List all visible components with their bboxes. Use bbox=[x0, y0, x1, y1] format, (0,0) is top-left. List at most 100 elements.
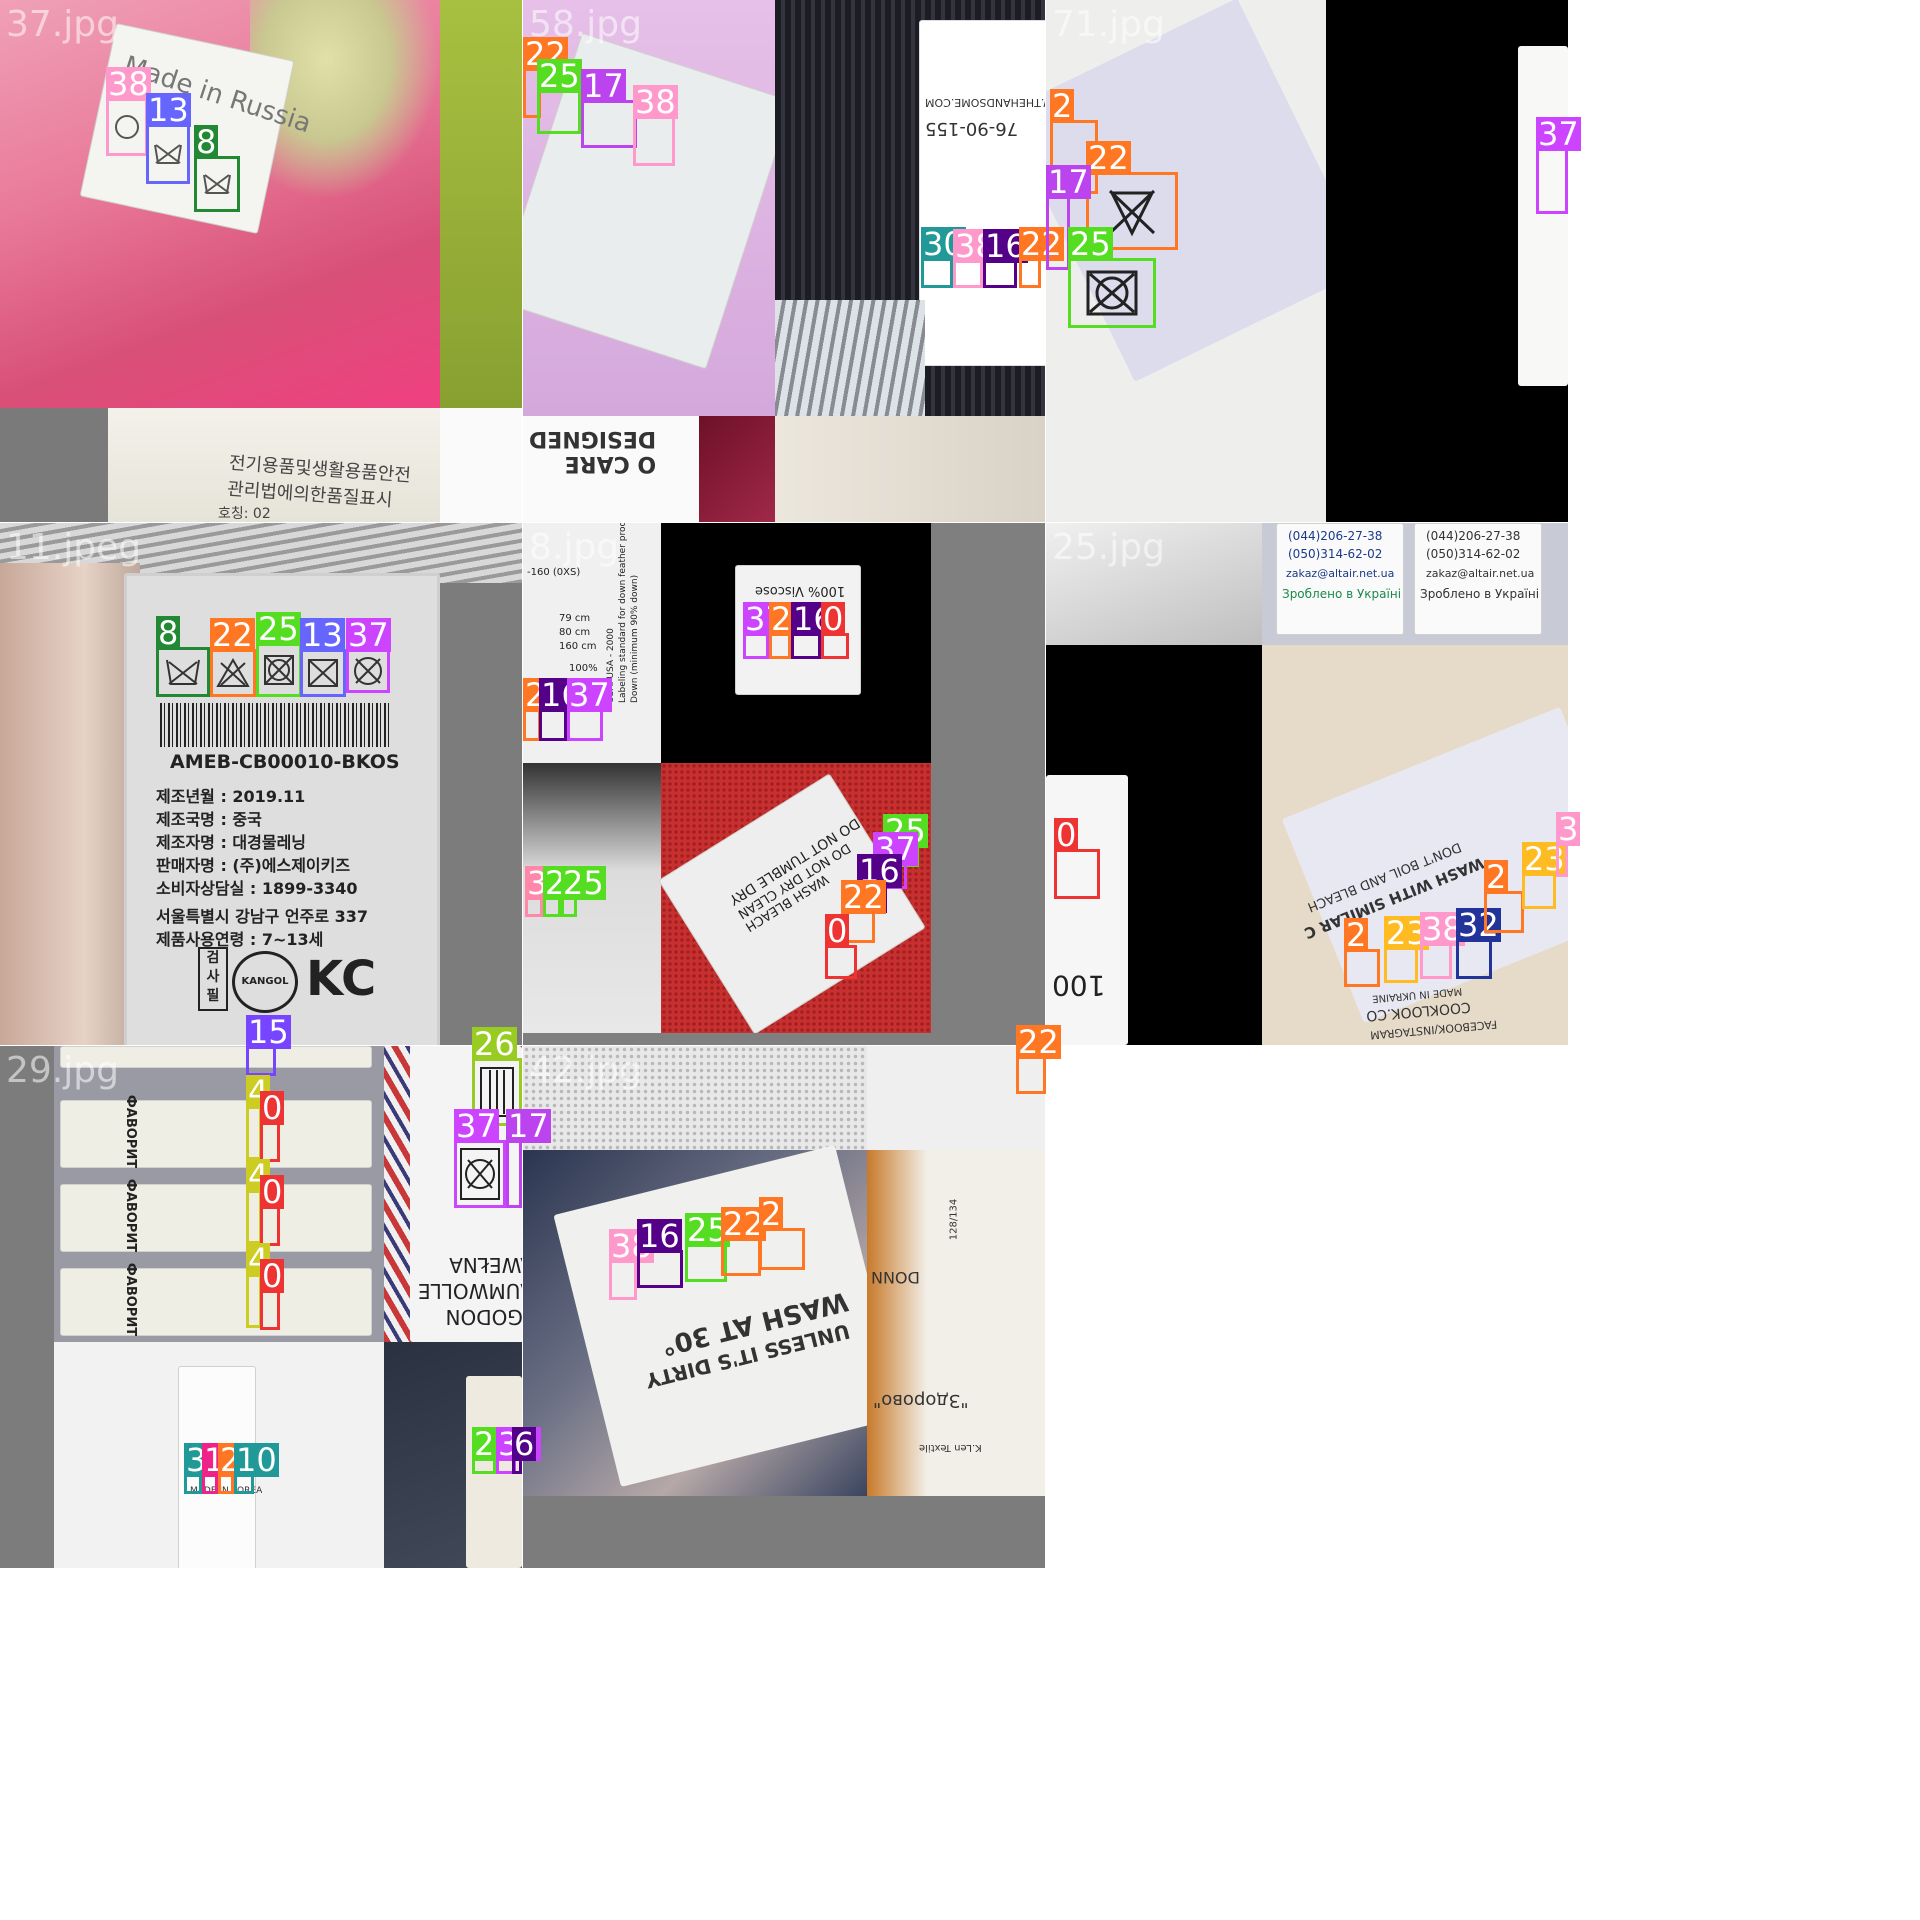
class-tag: 22 bbox=[1086, 139, 1131, 177]
class-tag: 37 bbox=[454, 1107, 499, 1145]
photo-background: WWW.THEHANDSOME.COM 76-90-155 O CARE DES… bbox=[523, 0, 1045, 522]
circle-care-icon bbox=[109, 101, 145, 153]
detection-box: 17 bbox=[506, 1109, 551, 1208]
detection-box: 0 bbox=[821, 602, 849, 659]
white-label bbox=[1518, 46, 1568, 386]
detection-box: 16 bbox=[637, 1219, 683, 1288]
detection-box: 15 bbox=[246, 1015, 291, 1076]
favorit-label bbox=[60, 1100, 372, 1168]
class-tag: 17 bbox=[506, 1107, 551, 1145]
photo-background: WASH AT 30° UNLESS IT'S DIRTY DONN 128/1… bbox=[523, 1046, 1045, 1568]
class-tag: 25 bbox=[1068, 225, 1113, 263]
korean-info-label bbox=[919, 20, 1045, 366]
don-text: DONN bbox=[871, 1268, 920, 1287]
class-tag: 22 bbox=[721, 1205, 766, 1243]
image-cell-25: (044)206-27-38 (050)314-62-02 zakaz@alta… bbox=[1016, 523, 1581, 1094]
brand-ru-text: "Здорово" bbox=[873, 1390, 969, 1411]
detection-box: 25 bbox=[256, 612, 302, 697]
detection-box: 22 bbox=[210, 618, 256, 697]
brand-text: ФАВОРИТ bbox=[123, 1262, 139, 1337]
detection-box: 22 bbox=[1019, 227, 1064, 288]
bottom-gray-strip bbox=[523, 1496, 1045, 1568]
temp-text: 100 bbox=[1052, 969, 1106, 1002]
made-ua-text: Зроблено в Україні bbox=[1420, 587, 1540, 601]
image-cell-42: WASH AT 30° UNLESS IT'S DIRTY DONN 128/1… bbox=[523, 1046, 1045, 1568]
detection-box: 23 bbox=[1384, 916, 1429, 983]
detection-box: 2 bbox=[1344, 918, 1380, 987]
image-filename: 11.jpeg bbox=[6, 527, 142, 568]
info-line: 제조년월 : 2019.11 bbox=[156, 787, 306, 806]
photo-background: AMEB-CB00010-BKOS 제조년월 : 2019.11 제조국명 : … bbox=[0, 523, 522, 1045]
class-tag: 2 bbox=[1050, 87, 1075, 125]
detection-box: 30 bbox=[921, 227, 966, 288]
info-line: 소비자상담실 : 1899-3340 bbox=[156, 879, 358, 898]
detection-box: 17 bbox=[581, 69, 637, 148]
detection-box: 22 bbox=[1086, 141, 1178, 250]
detection-box: 38 bbox=[953, 229, 998, 288]
detection-box: 3 bbox=[1556, 812, 1581, 877]
size-line: 100% bbox=[569, 663, 598, 674]
class-tag: 22 bbox=[841, 878, 886, 916]
class-tag: 0 bbox=[1054, 816, 1079, 854]
detection-box: 25 bbox=[1068, 227, 1156, 328]
info-line: 제조국명 : 중국 bbox=[156, 810, 262, 829]
image-filename: 42.jpg bbox=[529, 1050, 642, 1091]
image-cell-58: WWW.THEHANDSOME.COM 76-90-155 O CARE DES… bbox=[523, 0, 1064, 522]
code-text: 76-90-155 bbox=[925, 118, 1019, 139]
class-tag: 8 bbox=[194, 123, 219, 161]
class-tag: 10 bbox=[234, 1441, 279, 1479]
class-tag: 0 bbox=[260, 1173, 285, 1211]
gray-background bbox=[0, 1046, 54, 1568]
image-filename: 71.jpg bbox=[1052, 4, 1165, 45]
gray-background bbox=[430, 583, 522, 1045]
detection-box: 25 bbox=[537, 59, 582, 134]
contact-label bbox=[1276, 523, 1404, 635]
detection-box: 37 bbox=[1536, 117, 1581, 214]
image-cell-8: -160 (0XS) 79 cm 80 cm 160 cm 100% USA: … bbox=[523, 523, 1045, 1045]
detection-box: 25 bbox=[472, 1427, 517, 1474]
detection-box: 0 bbox=[260, 1091, 285, 1162]
class-tag: 3 bbox=[1556, 810, 1581, 848]
class-tag: 25 bbox=[256, 610, 301, 648]
detection-box: 16 bbox=[791, 602, 836, 659]
phone-text: (050)314-62-02 bbox=[1426, 547, 1521, 561]
white-tile bbox=[867, 1046, 1045, 1150]
detection-box: 37 bbox=[346, 618, 391, 693]
image-filename: 29.jpg bbox=[6, 1050, 119, 1091]
class-tag: 25 bbox=[561, 864, 606, 902]
detection-box: 37 bbox=[567, 678, 612, 741]
detection-box: 38 bbox=[106, 67, 151, 156]
detection-box: 0 bbox=[825, 914, 857, 979]
class-tag: 13 bbox=[300, 616, 345, 654]
class-tag: 37 bbox=[1536, 115, 1581, 153]
detection-box: 3 bbox=[525, 866, 550, 917]
class-tag: 16 bbox=[637, 1217, 682, 1255]
size-label-photo bbox=[523, 523, 661, 763]
kc-mark-icon: KC bbox=[306, 951, 377, 1007]
no-bleach-icon bbox=[213, 652, 253, 694]
detection-box: 2 bbox=[769, 602, 794, 659]
no-dry-clean-icon bbox=[349, 652, 387, 690]
detection-box: 16 bbox=[983, 229, 1028, 288]
brand-seal: KANGOL bbox=[232, 951, 298, 1013]
image-filename: 8.jpg bbox=[529, 527, 620, 568]
detection-box: 2 bbox=[543, 866, 568, 917]
care-brand-text: O CARE DESIGNED bbox=[529, 426, 657, 476]
info-line: 제조자명 : 대경물레닝 bbox=[156, 833, 307, 852]
class-tag: 2 bbox=[1484, 858, 1509, 896]
class-tag: 38 bbox=[633, 83, 678, 121]
class-tag: 0 bbox=[825, 912, 850, 950]
email-text: zakaz@altair.net.ua bbox=[1286, 567, 1395, 580]
brand-text: ФАВОРИТ bbox=[123, 1094, 139, 1169]
knit-text: ALGODON BAUMWOLLE BAWEŁNA bbox=[418, 1253, 522, 1329]
class-tag: 25 bbox=[537, 57, 582, 95]
green-side-photo bbox=[440, 0, 522, 408]
size-line: 160 cm bbox=[559, 641, 597, 652]
size-text: 호칭: 02 bbox=[218, 506, 271, 522]
class-tag: 0 bbox=[260, 1089, 285, 1127]
detection-box: 13 bbox=[300, 618, 346, 697]
detection-box: 1 bbox=[202, 1443, 227, 1494]
class-tag: 2 bbox=[1344, 916, 1369, 954]
image-filename: 37.jpg bbox=[6, 4, 119, 45]
